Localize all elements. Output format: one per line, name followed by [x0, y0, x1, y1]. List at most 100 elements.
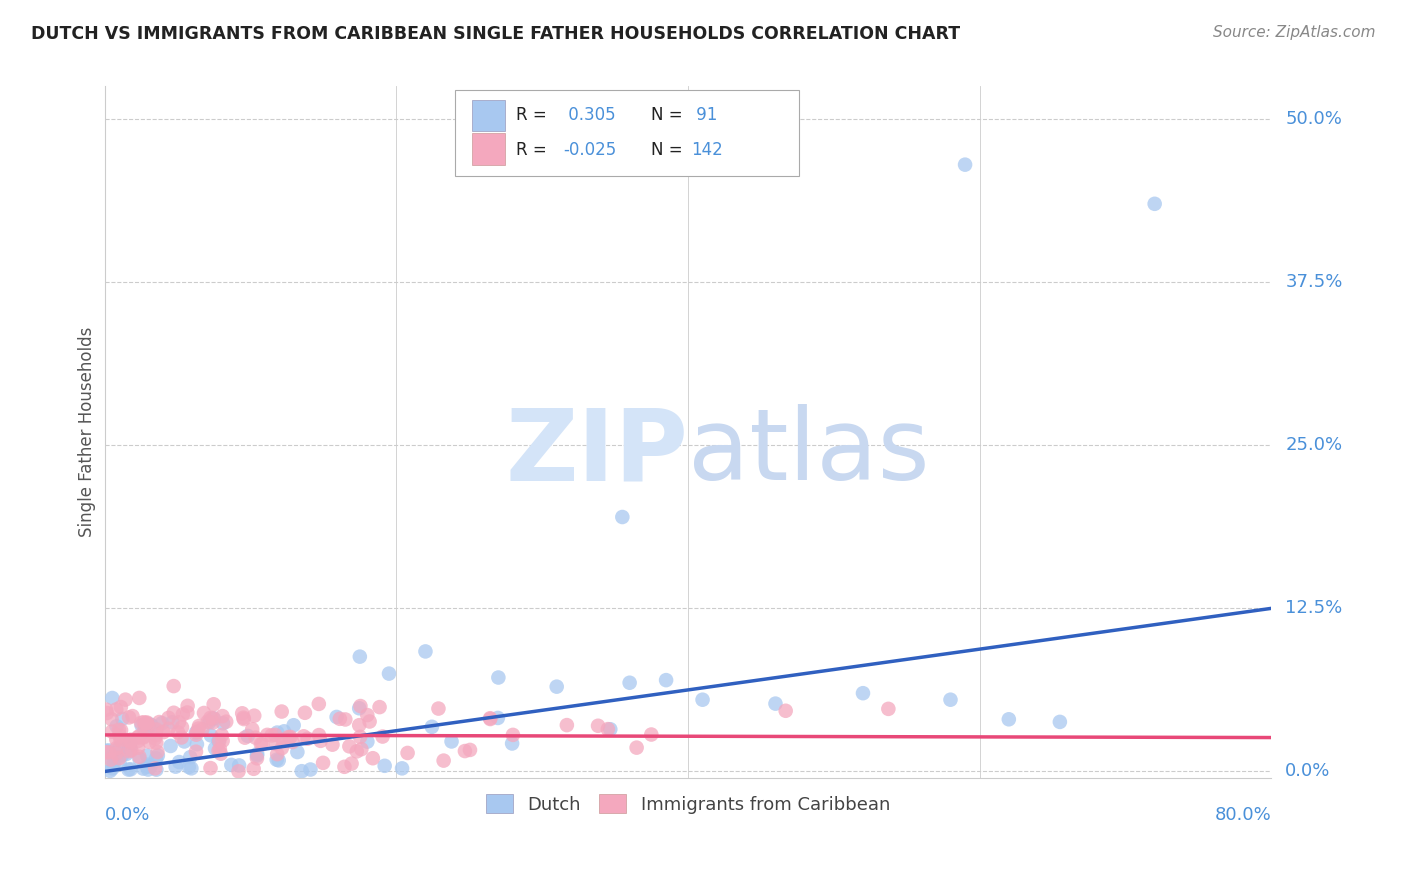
Point: [281, 735, 304, 749]
Point: [145, 723, 167, 737]
Point: [692, 692, 714, 706]
Text: ZIP: ZIP: [505, 404, 688, 501]
Point: [165, 759, 187, 773]
Point: [287, 745, 309, 759]
Point: [361, 751, 384, 765]
Point: [167, 755, 190, 769]
Point: [599, 723, 621, 737]
Point: [202, 711, 225, 725]
Point: [586, 719, 609, 733]
Point: [98, 746, 121, 760]
Point: [177, 760, 200, 774]
Point: [136, 763, 159, 777]
Point: [212, 716, 235, 731]
Point: [640, 727, 662, 741]
Point: [264, 737, 287, 751]
Y-axis label: Single Father Households: Single Father Households: [79, 327, 96, 537]
Text: 25.0%: 25.0%: [1285, 436, 1343, 454]
Point: [340, 756, 363, 771]
Point: [128, 690, 150, 705]
Point: [186, 728, 208, 742]
Point: [252, 737, 274, 751]
Point: [211, 734, 233, 748]
Point: [103, 756, 125, 771]
Point: [188, 719, 211, 733]
Point: [486, 671, 509, 685]
Point: [486, 711, 509, 725]
Point: [132, 730, 155, 744]
Point: [173, 734, 195, 748]
Point: [136, 757, 159, 772]
Point: [321, 738, 343, 752]
Point: [98, 764, 121, 778]
Point: [415, 644, 437, 658]
Point: [167, 725, 190, 739]
Point: [270, 741, 292, 756]
Point: [162, 715, 184, 730]
Point: [240, 723, 263, 737]
Point: [121, 709, 143, 723]
Point: [242, 762, 264, 776]
Point: [136, 715, 159, 730]
Point: [105, 732, 128, 747]
Point: [128, 752, 150, 766]
Text: DUTCH VS IMMIGRANTS FROM CARIBBEAN SINGLE FATHER HOUSEHOLDS CORRELATION CHART: DUTCH VS IMMIGRANTS FROM CARIBBEAN SINGL…: [31, 25, 960, 43]
Point: [176, 698, 198, 713]
Point: [163, 706, 186, 720]
Point: [115, 747, 138, 761]
Point: [120, 762, 142, 776]
Point: [118, 744, 141, 758]
Point: [157, 722, 180, 736]
Text: 12.5%: 12.5%: [1285, 599, 1343, 617]
Point: [202, 711, 225, 725]
Text: 91: 91: [692, 106, 718, 124]
Point: [877, 702, 900, 716]
Point: [264, 728, 287, 742]
Point: [127, 734, 149, 748]
Point: [170, 731, 193, 745]
Point: [228, 764, 250, 779]
Point: [273, 724, 295, 739]
Point: [198, 715, 221, 730]
Point: [108, 740, 131, 755]
Point: [145, 763, 167, 777]
Point: [134, 717, 156, 731]
Point: [396, 746, 419, 760]
Point: [120, 741, 142, 756]
Point: [134, 718, 156, 732]
Text: R =: R =: [516, 141, 553, 159]
Point: [157, 711, 180, 725]
Point: [232, 711, 254, 725]
Point: [100, 753, 122, 767]
Point: [350, 742, 373, 756]
Point: [97, 743, 120, 757]
Point: [184, 745, 207, 759]
Point: [118, 735, 141, 749]
Point: [105, 741, 128, 756]
Point: [202, 698, 225, 712]
Point: [299, 763, 322, 777]
Point: [283, 718, 305, 732]
Text: 142: 142: [692, 141, 723, 159]
Point: [118, 710, 141, 724]
Point: [204, 741, 226, 756]
Point: [852, 686, 875, 700]
Point: [215, 714, 238, 729]
Point: [143, 731, 166, 746]
Point: [146, 748, 169, 763]
Point: [309, 734, 332, 748]
Point: [501, 737, 523, 751]
Point: [138, 735, 160, 749]
Point: [297, 731, 319, 746]
Point: [775, 704, 797, 718]
Point: [266, 747, 288, 761]
Point: [105, 719, 128, 733]
Point: [193, 706, 215, 720]
Point: [141, 718, 163, 732]
Point: [191, 723, 214, 737]
Point: [236, 729, 259, 743]
Point: [200, 761, 222, 775]
Point: [626, 740, 648, 755]
Point: [145, 736, 167, 750]
Point: [454, 744, 477, 758]
